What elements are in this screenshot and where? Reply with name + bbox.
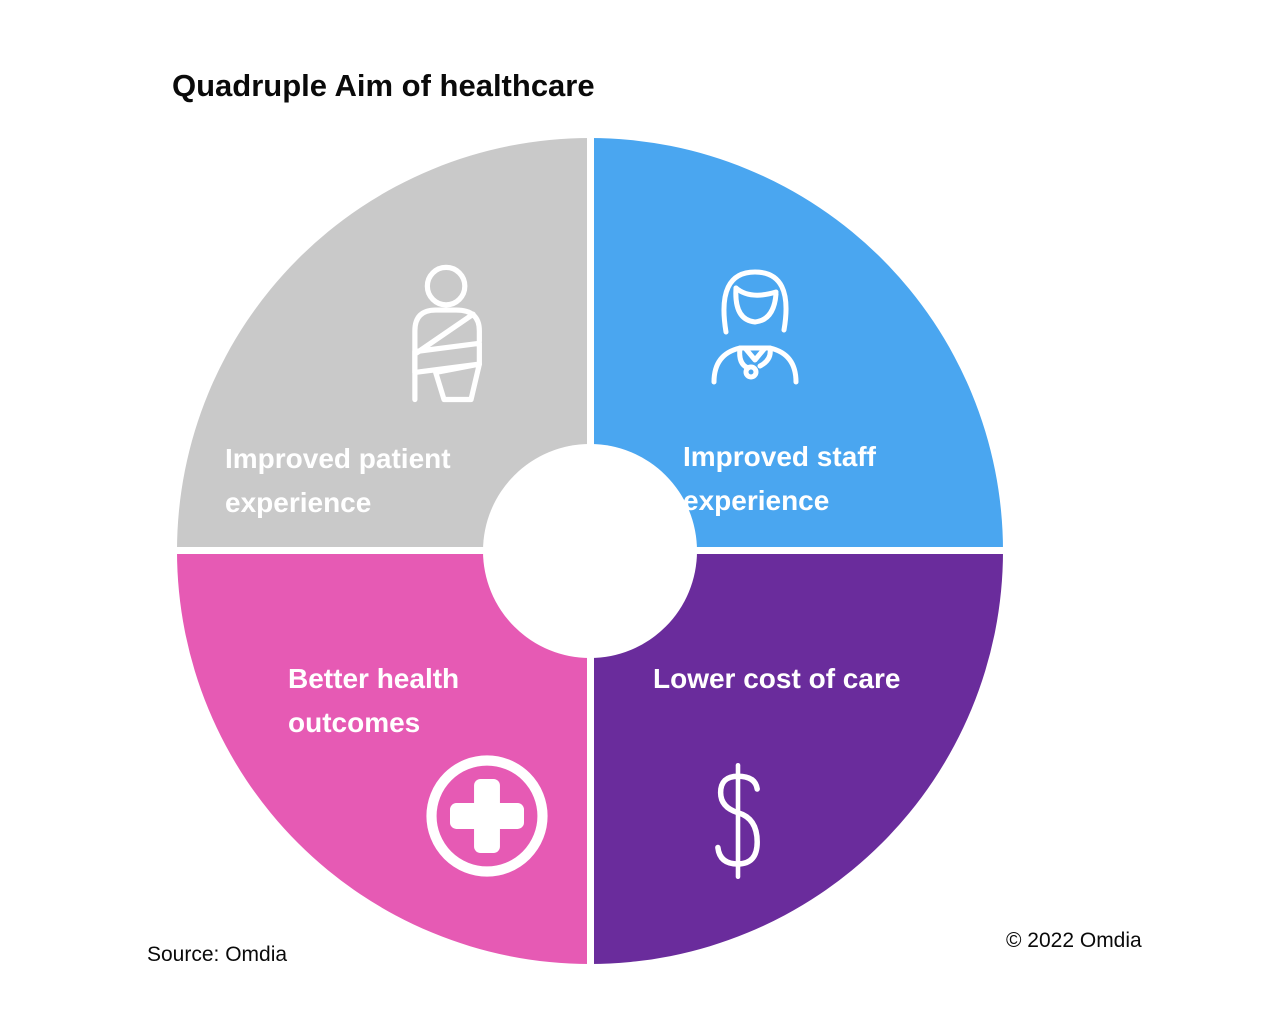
chart-title: Quadruple Aim of healthcare bbox=[172, 68, 595, 103]
quadrant-label-patient: Improved patient experience bbox=[225, 437, 451, 525]
medical-cross-icon bbox=[426, 755, 548, 877]
dollar-icon bbox=[715, 762, 760, 880]
patient-arm-sling-icon bbox=[412, 264, 482, 403]
quadrant-staff-experience bbox=[590, 138, 1003, 551]
quadrant-label-outcomes-line1: Better health bbox=[288, 663, 460, 694]
quadrant-label-outcomes-line2: outcomes bbox=[288, 707, 421, 738]
quadrant-label-cost: Lower cost of care bbox=[653, 657, 900, 701]
quadrant-label-staff-line1: Improved staff bbox=[683, 441, 876, 472]
quadrant-health-outcomes bbox=[177, 551, 590, 964]
quadrant-label-patient-line1: Improved patient bbox=[225, 443, 451, 474]
quadrant-lower-cost bbox=[590, 551, 1003, 964]
nurse-icon bbox=[711, 269, 799, 385]
quadrant-label-patient-line2: experience bbox=[225, 487, 372, 518]
quadrant-patient-experience bbox=[177, 138, 590, 551]
donut-center-hole bbox=[483, 444, 697, 658]
quadrant-label-cost-line1: Lower cost of care bbox=[653, 663, 901, 694]
copyright-note: © 2022 Omdia bbox=[1006, 929, 1142, 952]
quadrant-label-staff: Improved staff experience bbox=[683, 435, 876, 523]
quadrant-label-staff-line2: experience bbox=[683, 485, 830, 516]
source-note: Source: Omdia bbox=[147, 943, 288, 966]
quadrant-label-outcomes: Better health outcomes bbox=[288, 657, 459, 745]
